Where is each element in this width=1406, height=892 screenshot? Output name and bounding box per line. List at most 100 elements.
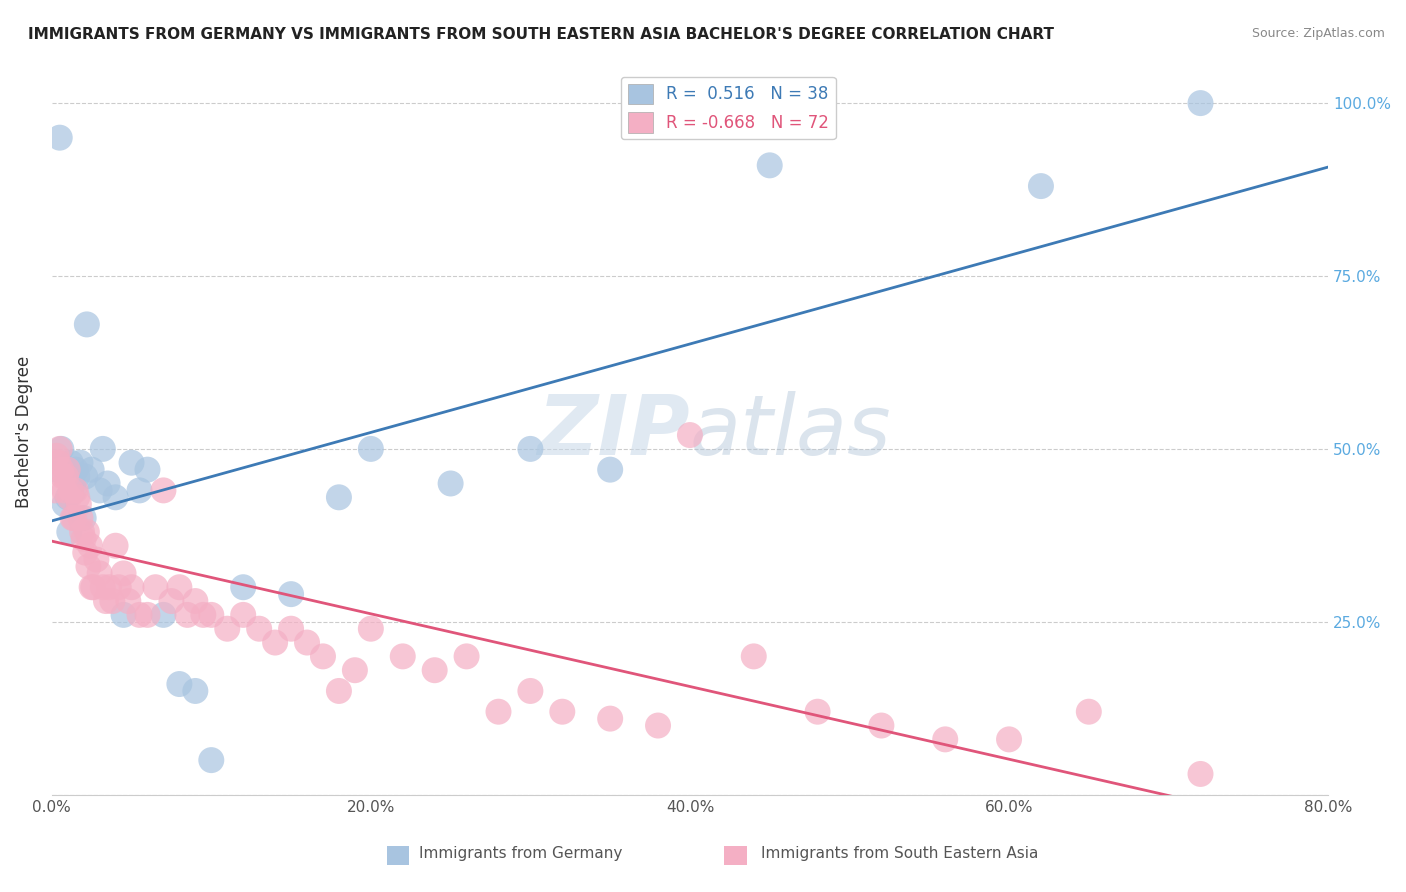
Point: [67, 497, 90, 511]
Point: [152, 483, 174, 498]
Text: Source: ZipAtlas.com: Source: ZipAtlas.com: [1251, 27, 1385, 40]
Text: ZIP: ZIP: [537, 391, 690, 472]
Point: [679, 428, 702, 442]
Point: [423, 663, 446, 677]
Point: [806, 705, 828, 719]
Point: [519, 684, 541, 698]
Point: [82, 580, 104, 594]
Point: [295, 635, 318, 649]
Point: [58, 524, 80, 539]
Y-axis label: Bachelor's Degree: Bachelor's Degree: [15, 356, 32, 508]
Point: [193, 607, 215, 622]
Point: [89, 483, 111, 498]
Point: [200, 607, 222, 622]
Point: [112, 566, 135, 581]
Point: [65, 483, 87, 498]
Point: [343, 663, 366, 677]
Point: [121, 456, 143, 470]
Point: [200, 753, 222, 767]
Point: [1077, 705, 1099, 719]
Point: [104, 539, 127, 553]
Point: [488, 705, 510, 719]
Point: [59, 483, 82, 498]
Point: [73, 532, 96, 546]
Point: [73, 511, 96, 525]
Point: [232, 607, 254, 622]
Point: [62, 511, 84, 525]
Point: [94, 594, 117, 608]
Point: [75, 546, 97, 560]
Point: [247, 622, 270, 636]
Point: [176, 607, 198, 622]
Point: [76, 524, 98, 539]
Point: [62, 476, 84, 491]
Point: [599, 463, 621, 477]
Point: [264, 635, 287, 649]
Point: [184, 684, 207, 698]
Point: [86, 552, 108, 566]
Point: [328, 684, 350, 698]
Point: [934, 732, 956, 747]
Point: [998, 732, 1021, 747]
Point: [112, 607, 135, 622]
Point: [69, 456, 91, 470]
Point: [121, 580, 143, 594]
Point: [70, 524, 93, 539]
Point: [66, 469, 89, 483]
Point: [152, 607, 174, 622]
Point: [53, 497, 76, 511]
Point: [328, 491, 350, 505]
Point: [80, 463, 103, 477]
Point: [44, 483, 66, 498]
Point: [280, 622, 302, 636]
Point: [66, 491, 89, 505]
Point: [91, 442, 114, 456]
Point: [439, 476, 461, 491]
Point: [48, 442, 70, 456]
Point: [65, 463, 87, 477]
Point: [98, 580, 121, 594]
Text: IMMIGRANTS FROM GERMANY VS IMMIGRANTS FROM SOUTH EASTERN ASIA BACHELOR'S DEGREE : IMMIGRANTS FROM GERMANY VS IMMIGRANTS FR…: [28, 27, 1054, 42]
Text: atlas: atlas: [690, 391, 891, 472]
Point: [45, 449, 67, 463]
Point: [52, 469, 75, 483]
Point: [128, 607, 150, 622]
Point: [169, 580, 191, 594]
Point: [360, 442, 382, 456]
Point: [80, 580, 103, 594]
Point: [456, 649, 478, 664]
Point: [280, 587, 302, 601]
Point: [48, 130, 70, 145]
Point: [56, 491, 79, 505]
Point: [77, 559, 100, 574]
Point: [599, 712, 621, 726]
Point: [107, 580, 129, 594]
Point: [79, 539, 101, 553]
Point: [76, 318, 98, 332]
Point: [101, 594, 124, 608]
Point: [51, 442, 73, 456]
Point: [56, 463, 79, 477]
Point: [519, 442, 541, 456]
Point: [1189, 96, 1212, 111]
Point: [59, 456, 82, 470]
Point: [75, 469, 97, 483]
Legend: R =  0.516   N = 38, R = -0.668   N = 72: R = 0.516 N = 38, R = -0.668 N = 72: [621, 77, 835, 139]
Point: [97, 476, 120, 491]
Text: Immigrants from South Eastern Asia: Immigrants from South Eastern Asia: [761, 846, 1039, 861]
Point: [551, 705, 574, 719]
Point: [312, 649, 335, 664]
Text: Immigrants from Germany: Immigrants from Germany: [419, 846, 621, 861]
Point: [217, 622, 239, 636]
Point: [104, 491, 127, 505]
Point: [45, 463, 67, 477]
Point: [89, 566, 111, 581]
Point: [742, 649, 765, 664]
Point: [758, 158, 780, 172]
Point: [63, 511, 86, 525]
Point: [55, 469, 77, 483]
Point: [1029, 179, 1052, 194]
Point: [870, 718, 893, 732]
Point: [128, 483, 150, 498]
Point: [145, 580, 167, 594]
